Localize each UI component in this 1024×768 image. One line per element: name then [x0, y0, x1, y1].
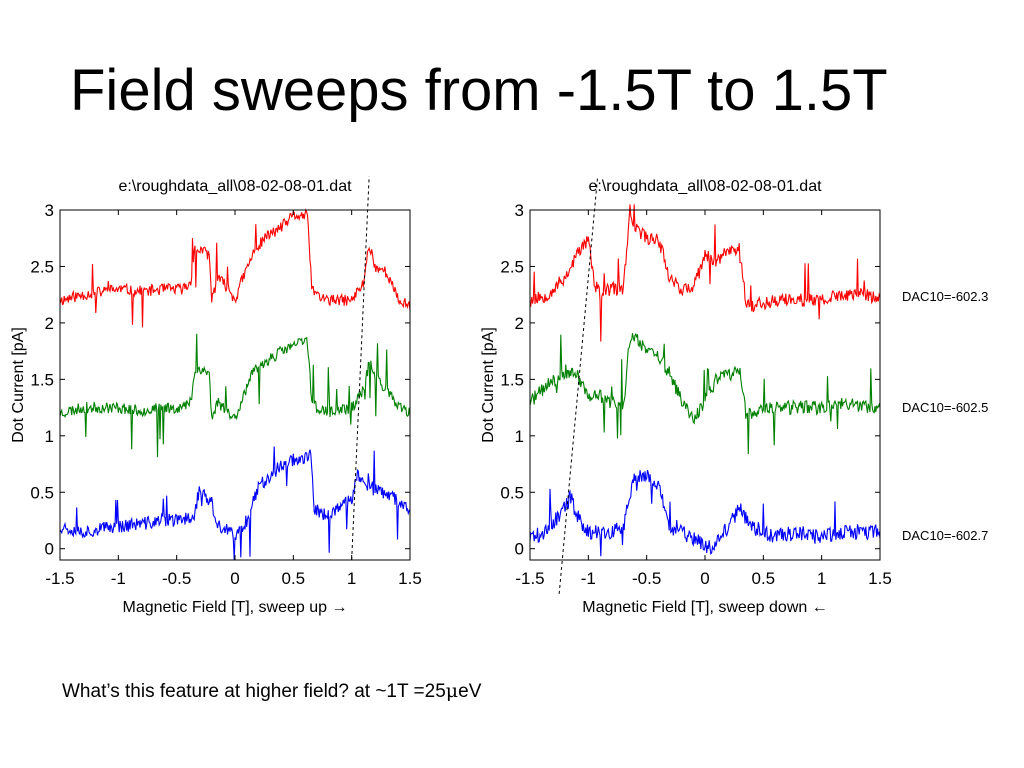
dashed-annotation-line — [351, 176, 370, 561]
chart-sweep-up-svg: e:\roughdata_all\08-02-08-01.dat -1.5 -1 -0… — [10, 176, 422, 616]
slide-caption: What’s this feature at higher field? at … — [62, 680, 481, 703]
y-tick-label: 1 — [45, 427, 54, 446]
x-tick-label: -1.5 — [515, 569, 544, 588]
x-tick-label: 1.5 — [398, 569, 422, 588]
x-tick-label: 0.5 — [282, 569, 306, 588]
series-line-1 — [529, 332, 881, 455]
y-tick-label: 1.5 — [500, 370, 524, 389]
chart-title: e:\roughdata_all\08-02-08-01.dat — [118, 178, 352, 195]
chart-sweep-down-svg: e:\roughdata_all\08-02-08-01.dat -1.5 -1 -0… — [480, 176, 892, 616]
y-tick-label: 0 — [45, 540, 54, 559]
x-tick-label: 0 — [230, 569, 239, 588]
y-tick-label: 2.5 — [500, 257, 524, 276]
x-tick-label: 1 — [817, 569, 826, 588]
chart-title: e:\roughdata_all\08-02-08-01.dat — [588, 178, 822, 195]
y-tick-label: 3 — [515, 201, 524, 220]
y-tick-label: 2 — [515, 314, 524, 333]
x-tick-label: -0.5 — [632, 569, 661, 588]
x-tick-label: -1 — [581, 569, 596, 588]
y-axis-label: Dot Current [pA] — [480, 327, 497, 443]
y-tick-label: 1.5 — [30, 370, 54, 389]
caption-mu-symbol: μ — [445, 680, 459, 702]
series-line-0 — [529, 204, 881, 342]
chart-sweep-down: e:\roughdata_all\08-02-08-01.dat -1.5 -1 -0… — [470, 165, 910, 635]
caption-text-start: What’s this feature at higher field? at … — [62, 681, 446, 702]
plot-frame — [59, 209, 411, 561]
x-tick-label: -1 — [111, 569, 126, 588]
x-tick-label: 0 — [700, 569, 709, 588]
dac-label-green: DAC10=-602.5 — [902, 400, 989, 415]
x-tick-label: 1 — [347, 569, 356, 588]
y-tick-label: 2 — [45, 314, 54, 333]
dac-label-blue: DAC10=-602.7 — [902, 528, 989, 543]
x-tick-label: 0.5 — [752, 569, 776, 588]
dac-label-red: DAC10=-602.3 — [902, 289, 989, 304]
caption-text-end: eV — [458, 681, 482, 702]
y-tick-label: 0 — [515, 540, 524, 559]
x-axis-label: Magnetic Field [T], sweep up → — [123, 599, 348, 616]
chart-sweep-up: e:\roughdata_all\08-02-08-01.dat -1.5 -1 -0… — [0, 165, 440, 635]
y-tick-label: 3 — [45, 201, 54, 220]
y-axis-label: Dot Current [pA] — [10, 327, 27, 443]
slide-title: Field sweeps from -1.5T to 1.5T — [70, 58, 888, 123]
y-tick-label: 0.5 — [500, 483, 524, 502]
y-tick-label: 2.5 — [30, 257, 54, 276]
x-tick-label: -1.5 — [45, 569, 74, 588]
y-tick-label: 0.5 — [30, 483, 54, 502]
series-line-0 — [59, 208, 411, 328]
x-tick-label: 1.5 — [868, 569, 892, 588]
y-tick-label: 1 — [515, 427, 524, 446]
x-tick-label: -0.5 — [162, 569, 191, 588]
series-line-2 — [59, 446, 411, 561]
x-axis-label: Magnetic Field [T], sweep down ← — [582, 599, 827, 616]
dashed-annotation-line — [558, 176, 599, 594]
series-line-2 — [529, 469, 881, 557]
series-line-1 — [59, 333, 411, 458]
